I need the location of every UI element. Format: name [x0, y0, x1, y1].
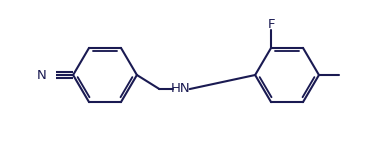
Text: HN: HN: [171, 82, 190, 95]
Text: F: F: [267, 18, 275, 32]
Text: N: N: [37, 69, 46, 81]
